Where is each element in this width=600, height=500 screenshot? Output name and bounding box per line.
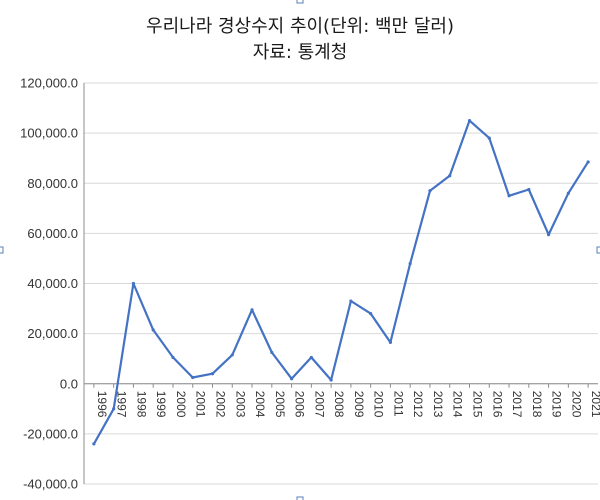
- x-tick-label: 2001: [194, 391, 208, 418]
- y-tick-label: 0.0: [60, 376, 78, 391]
- y-tick-label: -40,000.0: [23, 477, 78, 492]
- data-point: [210, 372, 215, 376]
- y-tick-label: 80,000.0: [27, 176, 78, 191]
- data-point: [546, 233, 551, 237]
- x-axis-ticks: 1996 1997 1998 1999 2000 2001 2002 2003 2004 2005…: [93, 383, 600, 418]
- chart-subtitle: 자료: 통계청: [253, 42, 348, 63]
- x-tick-label: 2014: [451, 391, 465, 418]
- data-point: [112, 407, 116, 411]
- data-point: [527, 187, 531, 192]
- y-tick-label: 60,000.0: [27, 226, 78, 241]
- x-tick-label: 2011: [391, 391, 405, 417]
- data-point: [586, 160, 590, 164]
- data-point: [131, 281, 136, 286]
- data-point: [250, 308, 254, 312]
- data-point: [92, 442, 96, 446]
- data-point: [270, 350, 274, 355]
- x-tick-label: 2016: [490, 391, 504, 418]
- x-tick-label: 2003: [233, 391, 247, 418]
- x-tick-label: 1996: [95, 391, 109, 418]
- x-tick-label: 2006: [293, 391, 307, 418]
- x-tick-label: 1999: [154, 391, 168, 418]
- series-layer: [92, 118, 590, 446]
- data-point: [309, 355, 313, 360]
- data-point: [329, 378, 333, 382]
- y-tick-label: 120,000.0: [20, 76, 78, 91]
- series-line: [92, 119, 590, 445]
- x-tick-label: 2007: [312, 391, 326, 418]
- x-tick-label: 2010: [372, 391, 386, 418]
- data-point: [487, 136, 491, 140]
- data-point: [289, 377, 294, 381]
- data-point: [428, 189, 432, 193]
- data-point: [369, 311, 373, 316]
- x-tick-label: 2000: [174, 391, 188, 418]
- x-tick-label: 2021: [589, 391, 600, 418]
- y-tick-label: 20,000.0: [27, 326, 78, 341]
- x-tick-label: 2020: [569, 391, 583, 418]
- data-point: [151, 328, 155, 332]
- resize-handle-right[interactable]: [596, 246, 600, 254]
- x-tick-label: 2009: [352, 391, 366, 418]
- chart-title: 우리나라 경상수지 추이(단위: 백만 달러): [146, 16, 454, 37]
- x-tick-label: 2005: [273, 391, 287, 418]
- x-tick-label: 2012: [411, 391, 425, 418]
- x-tick-label: 2019: [550, 391, 564, 418]
- y-axis-ticks: 120,000.0 100,000.0 80,000.0 60,000.0 40,000…: [20, 76, 78, 492]
- data-point: [448, 174, 452, 178]
- x-tick-label: 2013: [431, 391, 445, 418]
- resize-handle-bottom[interactable]: [296, 496, 304, 500]
- x-tick-label: 1997: [115, 391, 129, 418]
- data-point: [408, 261, 412, 266]
- data-point: [171, 355, 175, 360]
- resize-handle-left[interactable]: [0, 246, 4, 254]
- data-point: [349, 299, 353, 303]
- y-tick-label: 40,000.0: [27, 276, 78, 291]
- x-tick-label: 2008: [332, 391, 346, 418]
- y-tick-label: -20,000.0: [23, 426, 78, 441]
- data-point: [388, 340, 393, 344]
- x-tick-label: 2004: [253, 391, 267, 418]
- x-tick-label: 1998: [134, 391, 148, 418]
- data-point: [467, 118, 472, 123]
- data-point: [230, 353, 234, 357]
- x-tick-label: 2017: [510, 391, 524, 418]
- x-tick-label: 2002: [214, 391, 228, 418]
- resize-handle-top[interactable]: [296, 0, 304, 4]
- data-point: [507, 194, 511, 198]
- y-tick-label: 100,000.0: [20, 126, 78, 141]
- x-tick-label: 2015: [471, 391, 485, 418]
- data-point: [566, 191, 570, 195]
- x-tick-label: 2018: [530, 391, 544, 418]
- data-point: [191, 375, 195, 380]
